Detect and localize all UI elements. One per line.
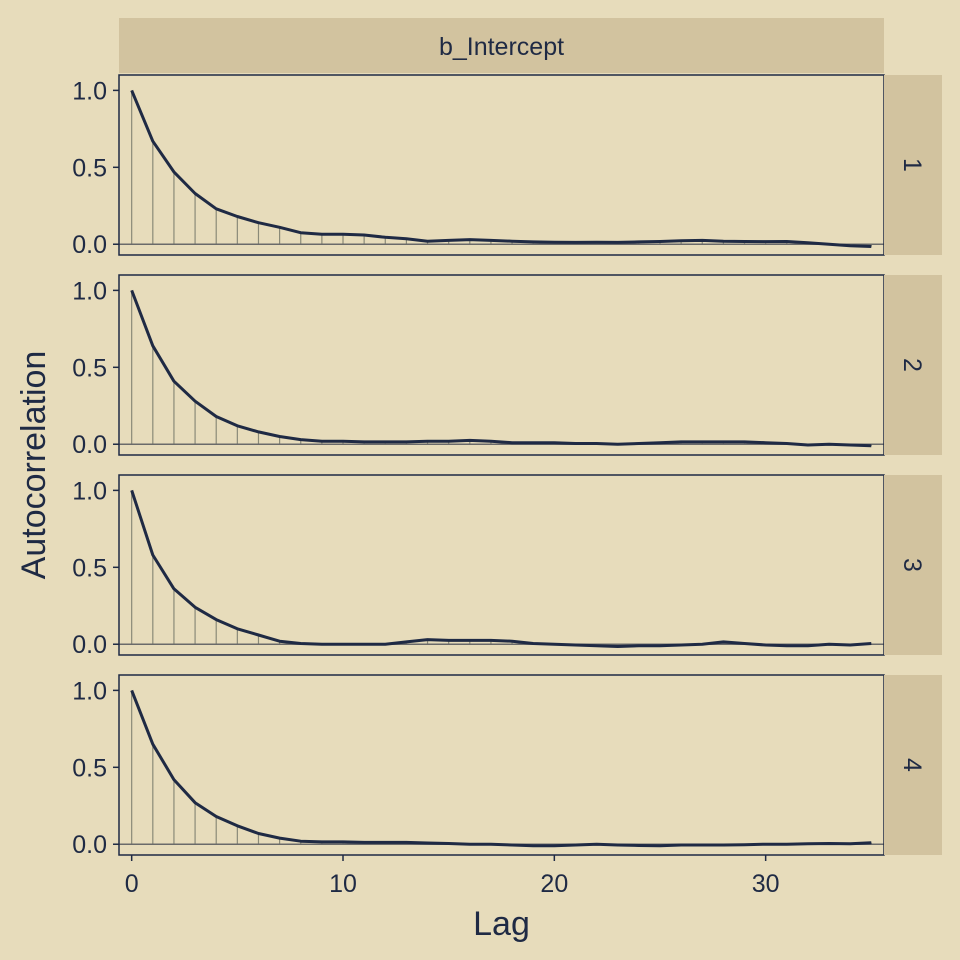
y-tick-label: 1.0	[72, 477, 107, 505]
x-tick-label: 10	[329, 870, 357, 898]
y-tick-label: 0.5	[72, 754, 107, 782]
row-strip	[884, 75, 942, 255]
y-tick-label: 0.5	[72, 354, 107, 382]
panel-background	[119, 275, 884, 455]
x-axis: 0 10 20 30	[125, 855, 780, 898]
facet-panel-1: 0.0 0.5 1.0 1	[72, 74, 942, 259]
y-tick-label: 0.0	[72, 831, 107, 859]
column-strip	[119, 18, 884, 73]
x-tick-label: 0	[125, 870, 139, 898]
x-tick-label: 20	[540, 870, 568, 898]
row-strip	[884, 475, 942, 655]
panel-background	[119, 75, 884, 255]
facet-panels: 0.0 0.5 1.0 1 0.0 0.5 1.0 2 0.0 0.5 1.0 3 0.0 0.5 1.0 4	[72, 74, 942, 859]
x-axis-title: Lag	[473, 905, 530, 943]
row-strip-label: 4	[898, 758, 926, 772]
y-tick-label: 1.0	[72, 277, 107, 305]
y-tick-label: 0.0	[72, 631, 107, 659]
y-tick-label: 0.5	[72, 154, 107, 182]
row-strip-label: 3	[898, 558, 926, 572]
y-tick-label: 1.0	[72, 677, 107, 705]
row-strip	[884, 675, 942, 855]
y-tick-label: 0.0	[72, 431, 107, 459]
acf-line	[130, 289, 872, 448]
panel-background	[119, 675, 884, 855]
acf-line	[130, 689, 872, 848]
column-strip-label: b_Intercept	[439, 33, 564, 61]
row-strip	[884, 275, 942, 455]
y-tick-label: 0.5	[72, 554, 107, 582]
row-strip-label: 2	[898, 358, 926, 372]
facet-panel-3: 0.0 0.5 1.0 3	[72, 474, 942, 659]
y-tick-label: 1.0	[72, 77, 107, 105]
acf-line	[130, 489, 872, 648]
facet-panel-4: 0.0 0.5 1.0 4	[72, 674, 942, 859]
row-strip-label: 1	[898, 158, 926, 172]
panel-background	[119, 475, 884, 655]
y-tick-label: 0.0	[72, 231, 107, 259]
x-tick-label: 30	[752, 870, 780, 898]
facet-panel-2: 0.0 0.5 1.0 2	[72, 274, 942, 459]
acf-line	[130, 89, 872, 248]
y-axis-title: Autocorrelation	[15, 351, 53, 580]
